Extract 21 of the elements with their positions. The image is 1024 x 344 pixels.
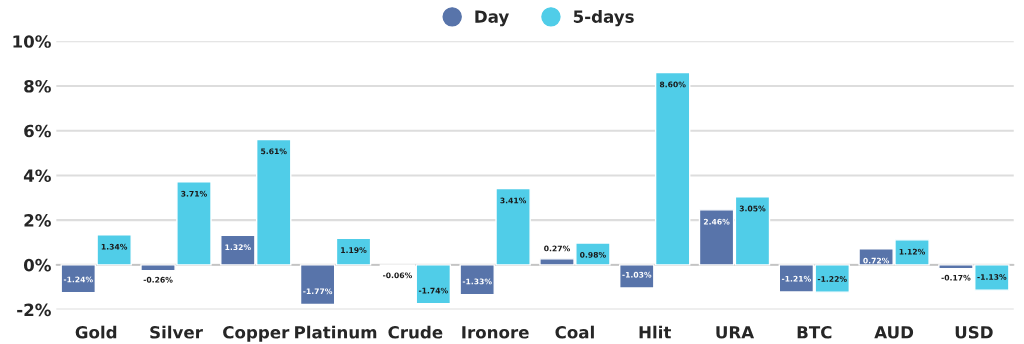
- y-tick-label: 8%: [24, 79, 51, 93]
- y-tick-label: 6%: [24, 124, 51, 138]
- x-tick-label: Coal: [555, 325, 594, 339]
- x-tick-label: Platinum: [295, 325, 377, 339]
- x-tick-label: URA: [716, 326, 755, 339]
- x-tick-label: Hlit: [639, 325, 672, 339]
- y-tick-label: 2%: [24, 214, 51, 227]
- legend-label: Day: [475, 10, 509, 27]
- y-tick-label: 10%: [13, 35, 51, 48]
- x-tick-label: AUD: [874, 326, 914, 339]
- y-tick-label: -2%: [17, 303, 51, 317]
- x-tick-label: USD: [955, 325, 993, 339]
- x-tick-label: Ironore: [462, 326, 529, 339]
- y-tick-label: 4%: [23, 169, 51, 183]
- y-tick-label: 0%: [23, 258, 51, 272]
- x-tick-label: BTC: [797, 325, 832, 339]
- x-tick-label: Silver: [150, 325, 203, 339]
- legend-label: 5-days: [573, 10, 634, 27]
- x-tick-label: Gold: [75, 325, 117, 339]
- x-tick-label: Copper: [223, 325, 290, 342]
- x-tick-label: Crude: [388, 325, 443, 339]
